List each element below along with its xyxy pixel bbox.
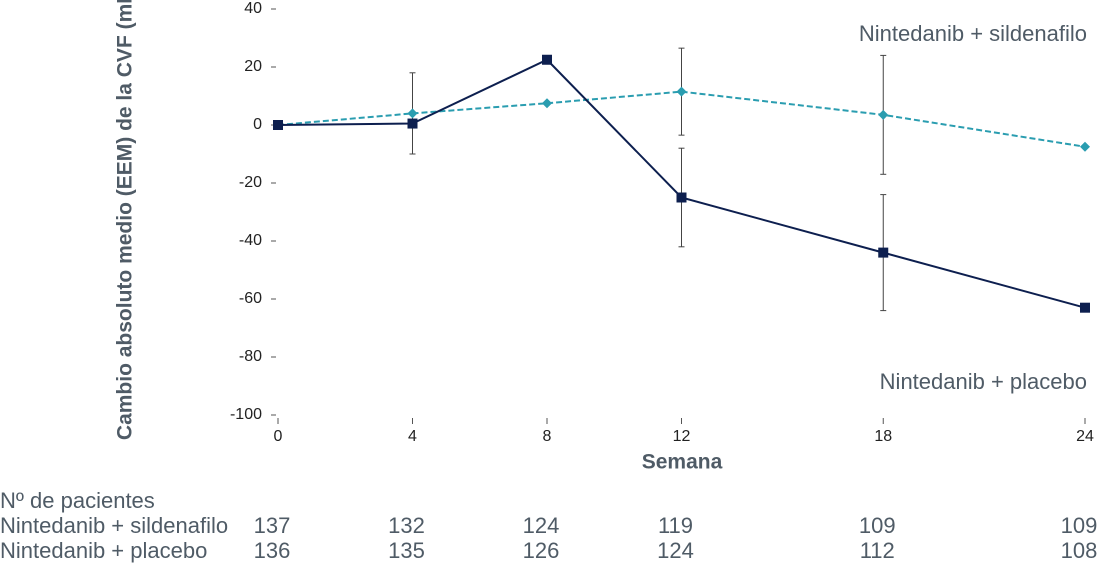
marker (407, 108, 418, 119)
marker (273, 120, 283, 130)
y-tick-label: 20 (244, 58, 262, 75)
table-cell: 136 (254, 538, 291, 563)
y-tick-label: -40 (239, 232, 262, 249)
table-cell: 124 (657, 538, 694, 563)
table-cell: 109 (1061, 513, 1098, 538)
y-tick-label: 40 (244, 0, 262, 17)
series-line (277, 90, 1086, 148)
marker (878, 109, 889, 120)
table-row-label: Nintedanib + placebo (0, 538, 207, 563)
y-tick-label: -100 (230, 406, 262, 423)
x-tick-label: 18 (874, 428, 892, 445)
marker (542, 98, 552, 109)
y-tick-label: 0 (253, 116, 262, 133)
marker (542, 54, 552, 65)
table-cell: 132 (388, 513, 425, 538)
series-label: Nintedanib + placebo (880, 369, 1087, 394)
y-axis-label: Cambio absoluto medio (EEM) de la CVF (m… (114, 0, 137, 440)
x-tick-label: 0 (274, 428, 283, 445)
x-tick-label: 4 (408, 428, 417, 445)
x-tick-label: 8 (543, 428, 552, 445)
table-cell: 124 (523, 513, 560, 538)
table-cell: 126 (523, 538, 560, 563)
table-cell: 137 (254, 513, 291, 538)
marker (407, 118, 418, 129)
table-cell: 108 (1061, 538, 1098, 563)
x-tick-label: 12 (673, 428, 691, 445)
x-tick-label: 24 (1076, 428, 1094, 445)
marker (676, 86, 687, 97)
table-cell: 135 (388, 538, 425, 563)
y-tick-label: -20 (239, 174, 262, 191)
table-cell: 109 (859, 513, 896, 538)
marker (1080, 302, 1090, 313)
table-title: Nº de pacientes (0, 488, 155, 513)
series-label: Nintedanib + sildenafilo (859, 21, 1087, 46)
marker (676, 192, 687, 203)
series-line (277, 58, 1086, 309)
x-axis-label: Semana (642, 451, 723, 474)
y-tick-label: -80 (239, 348, 262, 365)
table-row-label: Nintedanib + sildenafilo (0, 513, 228, 538)
y-tick-label: -60 (239, 290, 262, 307)
table-cell: 119 (658, 513, 693, 538)
table-cell: 112 (860, 538, 895, 563)
marker (878, 247, 889, 258)
marker (1080, 141, 1090, 152)
